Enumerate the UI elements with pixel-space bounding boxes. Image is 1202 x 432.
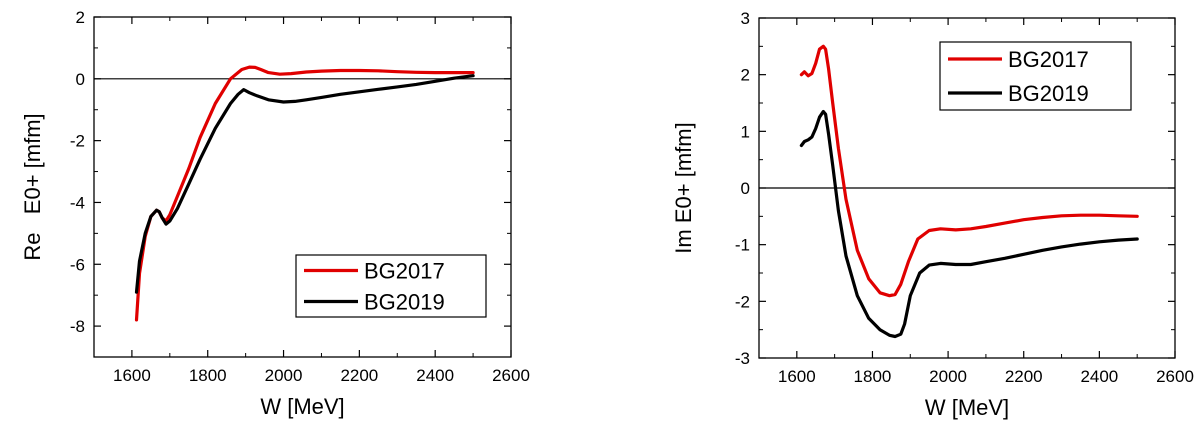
series-line-bg2019	[799, 109, 1139, 339]
x-tick-label: 2600	[1156, 367, 1194, 386]
legend: BG2017 BG2019	[939, 41, 1132, 111]
legend-box	[295, 254, 487, 318]
x-tick-label: 1600	[113, 366, 151, 385]
legend-label-bg2019: BG2019	[1008, 81, 1089, 106]
legend-box	[939, 41, 1132, 111]
y-tick-label: -4	[70, 193, 85, 212]
x-axis-title: W [MeV]	[260, 394, 344, 419]
y-tick-label: -6	[70, 255, 85, 274]
series-line-bg2017	[799, 44, 1139, 298]
x-tick-label: 2400	[1080, 367, 1118, 386]
legend-label-bg2019: BG2019	[364, 290, 445, 315]
legend: BG2017 BG2019	[295, 254, 487, 318]
x-tick-label: 1800	[189, 366, 227, 385]
y-tick-label: 0	[741, 179, 750, 198]
legend-label-bg2017: BG2017	[364, 259, 445, 284]
x-tick-label: 2400	[416, 366, 454, 385]
x-tick-label: 2200	[340, 366, 378, 385]
y-axis-title: Im E0+ [mfm]	[671, 122, 696, 253]
x-tick-label: 2600	[492, 366, 530, 385]
y-tick-label: -8	[70, 317, 85, 336]
x-tick-label: 2200	[1005, 367, 1043, 386]
chart-im-e0plus: 1600 1800 2000 2200 2400 2600 3 2 1 0 -1 -2 -3 W [MeV…	[671, 9, 1194, 420]
x-tick-label: 2000	[929, 367, 967, 386]
y-tick-label: -1	[735, 236, 750, 255]
y-tick-label: 3	[741, 9, 750, 28]
y-tick-label: -2	[70, 132, 85, 151]
y-tick-label: 2	[741, 66, 750, 85]
x-tick-label: 1600	[778, 367, 816, 386]
series-line-bg2019	[134, 74, 475, 294]
plot-frame	[93, 16, 512, 358]
y-tick-label: 2	[76, 8, 85, 27]
legend-label-bg2017: BG2017	[1008, 47, 1089, 72]
y-axis-title: Re E0+ [mfm]	[20, 113, 45, 260]
x-tick-label: 2000	[265, 366, 303, 385]
y-tick-label: -2	[735, 292, 750, 311]
y-tick-label: -3	[735, 349, 750, 368]
x-axis-title: W [MeV]	[925, 395, 1009, 420]
y-tick-label: 1	[741, 122, 750, 141]
y-tick-label: 0	[76, 70, 85, 89]
chart-re-e0plus: 1600 1800 2000 2200 2400 2600 2 0 -2 -4 -6 -8 W [MeV…	[20, 8, 530, 419]
x-tick-label: 1800	[854, 367, 892, 386]
